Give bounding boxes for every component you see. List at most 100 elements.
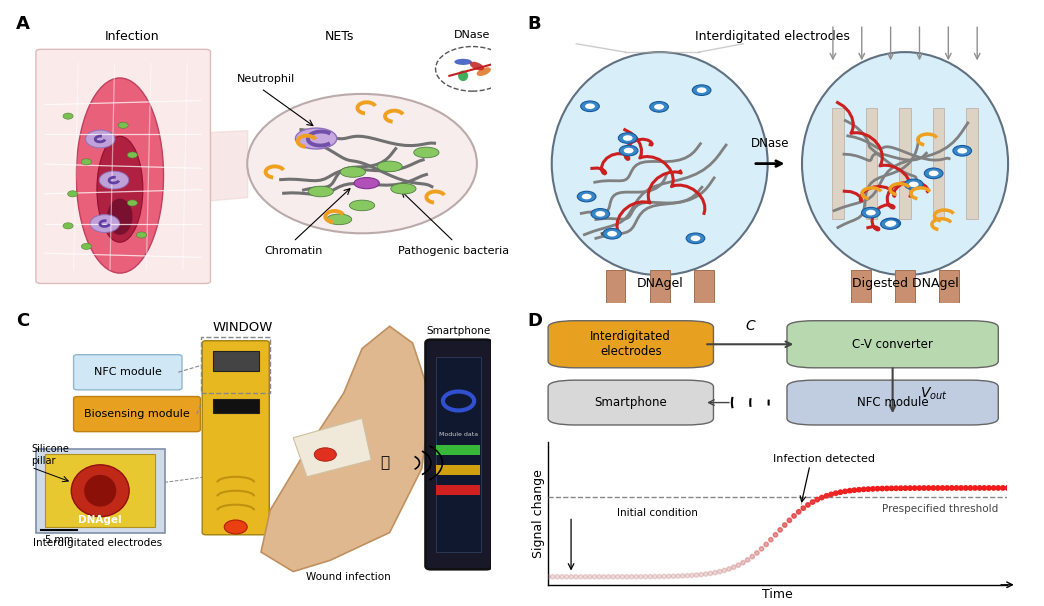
Point	[684, 570, 701, 580]
Bar	[895, 270, 915, 308]
Point	[957, 483, 974, 493]
Point	[934, 483, 951, 493]
Text: B: B	[527, 15, 541, 33]
Point	[864, 484, 881, 494]
Point	[971, 483, 988, 493]
Point	[929, 483, 946, 493]
Polygon shape	[261, 326, 431, 571]
Point	[804, 497, 821, 507]
Circle shape	[929, 170, 939, 176]
Bar	[201, 338, 270, 393]
Circle shape	[924, 168, 943, 179]
Ellipse shape	[354, 178, 379, 188]
Point	[790, 507, 807, 517]
Point	[656, 571, 672, 581]
Circle shape	[618, 133, 637, 144]
Point	[637, 572, 654, 582]
Circle shape	[886, 221, 896, 226]
Circle shape	[696, 87, 707, 93]
Circle shape	[957, 148, 967, 153]
Point	[661, 571, 678, 581]
Point	[582, 572, 598, 582]
Text: C: C	[16, 312, 29, 330]
Polygon shape	[293, 418, 372, 477]
Point	[669, 571, 686, 581]
Point	[962, 483, 978, 493]
Point	[980, 483, 997, 493]
Ellipse shape	[454, 59, 472, 65]
Bar	[436, 445, 480, 454]
Circle shape	[118, 122, 128, 128]
Point	[762, 535, 779, 545]
Point	[777, 520, 793, 530]
Ellipse shape	[390, 184, 416, 194]
Point	[577, 572, 594, 582]
Circle shape	[655, 104, 664, 110]
Text: Chromatin: Chromatin	[264, 246, 323, 256]
Point	[828, 488, 845, 498]
Point	[604, 572, 621, 582]
Point	[646, 571, 663, 581]
Point	[902, 483, 919, 493]
Bar	[35, 449, 165, 533]
Circle shape	[577, 191, 596, 202]
Circle shape	[127, 152, 138, 158]
Point	[627, 572, 644, 582]
Point	[906, 483, 923, 493]
Point	[563, 572, 579, 582]
Point	[749, 548, 765, 558]
Point	[920, 483, 936, 493]
Point	[711, 567, 728, 576]
Circle shape	[882, 218, 901, 228]
Point	[595, 572, 612, 582]
Point	[990, 483, 1006, 493]
Point	[735, 558, 752, 568]
Circle shape	[63, 113, 73, 119]
FancyBboxPatch shape	[203, 341, 269, 534]
Circle shape	[81, 244, 92, 250]
Point	[800, 500, 816, 510]
Text: Digested DNAgel: Digested DNAgel	[852, 277, 958, 290]
Circle shape	[247, 94, 477, 233]
Point	[813, 493, 830, 502]
Point	[870, 484, 886, 493]
Point	[897, 484, 914, 493]
Point	[846, 485, 862, 495]
Text: NFC module: NFC module	[94, 367, 162, 378]
Circle shape	[63, 223, 73, 229]
Point	[665, 571, 682, 581]
Point	[591, 572, 608, 582]
Text: Interdigitated
electrodes: Interdigitated electrodes	[590, 330, 671, 358]
Text: NFC module: NFC module	[857, 396, 928, 409]
Circle shape	[865, 210, 876, 216]
Point	[786, 511, 803, 521]
Text: Initial condition: Initial condition	[617, 508, 697, 519]
Text: Prespecified threshold: Prespecified threshold	[882, 504, 998, 514]
Circle shape	[90, 215, 119, 233]
Text: WINDOW: WINDOW	[212, 321, 272, 334]
Point	[600, 572, 617, 582]
Ellipse shape	[71, 465, 129, 517]
Circle shape	[649, 102, 668, 112]
Circle shape	[953, 145, 972, 156]
Text: $V_{out}$: $V_{out}$	[920, 385, 948, 402]
Ellipse shape	[470, 62, 484, 70]
Point	[540, 572, 556, 582]
Circle shape	[595, 211, 606, 217]
Point	[633, 572, 649, 582]
Point	[688, 570, 705, 580]
Circle shape	[81, 159, 92, 165]
Ellipse shape	[76, 78, 164, 273]
Bar	[851, 270, 871, 308]
Circle shape	[585, 104, 595, 109]
Text: DNase: DNase	[454, 30, 491, 39]
Point	[730, 561, 746, 570]
FancyBboxPatch shape	[548, 321, 713, 368]
Bar	[940, 270, 959, 308]
Circle shape	[623, 135, 633, 141]
Point	[916, 483, 932, 493]
Text: C-V converter: C-V converter	[852, 338, 933, 351]
Bar	[966, 108, 978, 219]
Text: C: C	[745, 319, 755, 333]
Point	[739, 555, 756, 565]
